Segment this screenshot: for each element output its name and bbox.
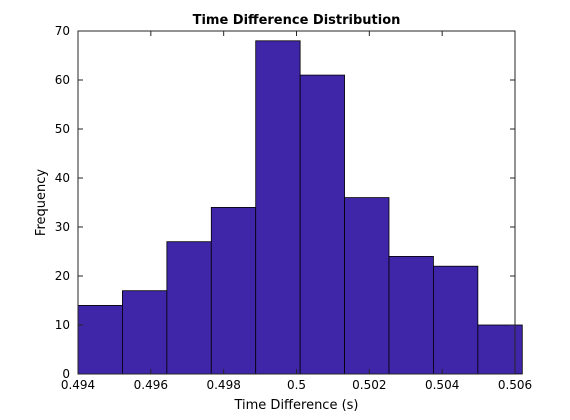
y-tick-labels: 0 10 20 30 40 50 60 70: [55, 24, 70, 381]
histogram-bar: [255, 40, 301, 375]
histogram-bar: [166, 241, 212, 375]
histogram-bar: [388, 255, 434, 375]
x-tick-label: 0.5: [287, 378, 306, 392]
histogram-bar: [477, 324, 523, 375]
x-tick-labels: 0.494 0.496 0.498 0.5 0.502 0.504 0.506: [61, 378, 532, 392]
histogram-bar: [433, 265, 479, 375]
y-tick-label: 20: [55, 269, 70, 283]
y-tick-label: 70: [55, 24, 70, 38]
chart-title: Time Difference Distribution: [193, 13, 401, 28]
x-axis-label: Time Difference (s): [233, 398, 358, 413]
y-tick-label: 10: [55, 318, 70, 332]
y-tick-label: 0: [62, 367, 70, 381]
histogram-bar: [344, 197, 390, 375]
histogram-bar: [122, 290, 168, 375]
histogram-bar: [77, 304, 123, 375]
ticks: [77, 30, 516, 375]
y-axis-label: Frequency: [34, 169, 49, 236]
x-tick-label: 0.498: [206, 378, 240, 392]
x-tick-label: 0.504: [425, 378, 459, 392]
y-tick-label: 30: [55, 220, 70, 234]
x-tick-label: 0.494: [61, 378, 95, 392]
y-tick-label: 50: [55, 122, 70, 136]
x-tick-label: 0.496: [134, 378, 168, 392]
y-tick-label: 40: [55, 171, 70, 185]
x-tick-label: 0.502: [352, 378, 386, 392]
histogram-bar: [299, 74, 345, 375]
bars: [77, 40, 523, 375]
histogram-bar: [210, 206, 257, 375]
x-tick-label: 0.506: [498, 378, 532, 392]
y-tick-label: 60: [55, 73, 70, 87]
